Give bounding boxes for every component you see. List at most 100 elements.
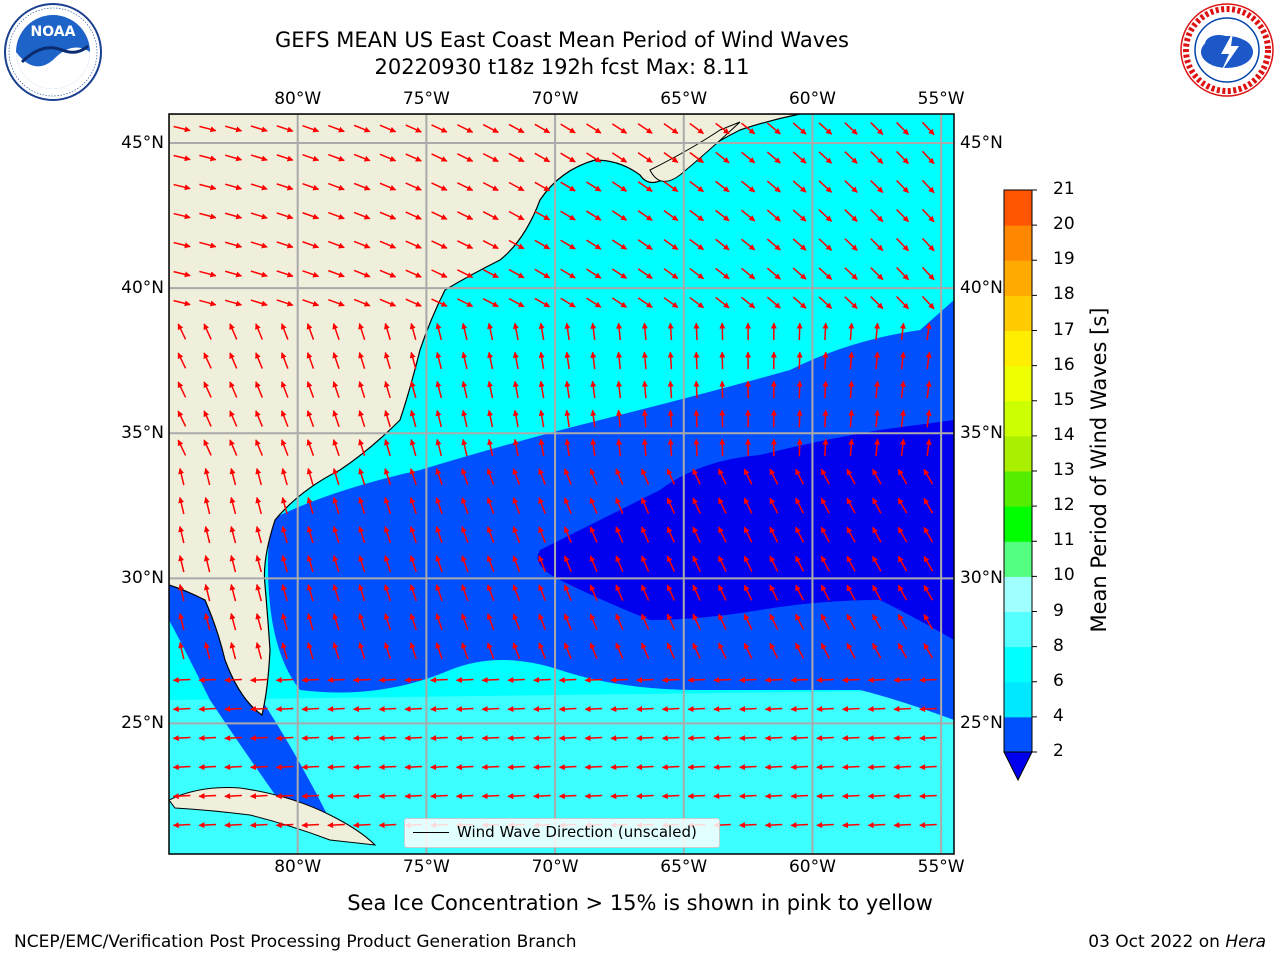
wave-direction-arrow [250, 125, 268, 133]
wave-direction-arrow [666, 584, 676, 601]
wave-direction-arrow [276, 183, 294, 191]
wave-direction-arrow [306, 439, 315, 456]
wave-direction-arrow [584, 764, 603, 771]
wave-direction-arrow [332, 526, 340, 544]
wave-direction-arrow [404, 677, 423, 684]
wave-direction-arrow [641, 526, 650, 543]
wave-direction-arrow [795, 613, 805, 630]
wave-direction-arrow [589, 555, 598, 572]
wave-direction-arrow [301, 822, 320, 829]
wave-direction-arrow [276, 241, 294, 249]
wave-direction-arrow [379, 269, 397, 278]
wave-direction-arrow [302, 124, 320, 133]
colorbar-tick-label: 17 [1053, 319, 1075, 340]
wave-direction-arrow [255, 352, 263, 369]
wave-direction-arrow [430, 735, 448, 742]
wave-direction-arrow [741, 122, 756, 135]
wave-direction-arrow [378, 677, 397, 684]
wave-direction-arrow [173, 299, 191, 307]
wave-direction-arrow [249, 793, 268, 800]
wave-direction-arrow [820, 555, 830, 572]
wave-direction-arrow [534, 181, 551, 192]
wave-direction-arrow [172, 677, 191, 684]
wave-direction-arrow [641, 438, 648, 457]
wave-direction-arrow [718, 468, 727, 485]
wave-direction-arrow [431, 269, 448, 278]
wave-direction-arrow [173, 154, 191, 162]
wave-direction-arrow [306, 642, 314, 660]
wave-direction-arrow [611, 152, 628, 163]
wave-direction-arrow [564, 409, 571, 428]
wave-direction-arrow [409, 380, 417, 399]
wave-direction-arrow [848, 351, 855, 370]
wave-direction-arrow [250, 212, 268, 220]
wave-direction-arrow [455, 793, 474, 800]
wave-direction-arrow [641, 584, 650, 601]
wave-direction-arrow [353, 124, 371, 133]
wave-direction-arrow [818, 267, 833, 280]
wave-direction-arrow [586, 297, 602, 308]
wave-direction-arrow [663, 181, 679, 193]
wave-direction-arrow [383, 468, 392, 486]
wave-direction-arrow [538, 438, 545, 457]
wave-direction-arrow [589, 497, 598, 514]
wave-direction-arrow [841, 735, 860, 742]
wave-direction-arrow [822, 438, 829, 457]
lon-tick-label: 60°W [788, 89, 836, 109]
wave-direction-arrow [435, 322, 443, 341]
wave-direction-arrow [667, 380, 674, 399]
wave-direction-arrow [820, 642, 830, 659]
lon-tick-label: 70°W [531, 89, 579, 109]
wave-direction-arrow [177, 323, 187, 340]
wave-direction-arrow [508, 268, 525, 279]
wave-direction-arrow [199, 241, 217, 249]
wave-direction-arrow [611, 181, 628, 192]
wave-direction-arrow [533, 706, 551, 713]
wave-direction-arrow [844, 209, 858, 222]
colorbar-tick-label: 21 [1053, 179, 1075, 199]
wave-direction-arrow [430, 677, 448, 684]
wave-direction-arrow [715, 238, 730, 251]
wave-direction-arrow [560, 123, 576, 134]
wave-direction-arrow [435, 380, 443, 399]
wave-direction-arrow [378, 822, 397, 829]
field-light-band [169, 690, 954, 854]
wave-direction-arrow [461, 526, 469, 544]
wave-direction-arrow [250, 154, 268, 162]
wave-direction-arrow [280, 381, 289, 398]
wave-direction-arrow [512, 322, 519, 341]
wave-direction-arrow [328, 298, 345, 307]
wave-direction-arrow [353, 298, 371, 307]
wave-direction-arrow [486, 642, 495, 660]
wave-direction-arrow [766, 296, 781, 309]
wave-direction-arrow [925, 322, 932, 341]
colorbar-tick-label: 16 [1053, 354, 1075, 375]
wave-direction-arrow [846, 584, 856, 601]
wave-direction-arrow [590, 351, 597, 370]
wave-direction-arrow [820, 497, 830, 514]
wave-direction-arrow [741, 296, 756, 309]
wave-direction-arrow [457, 182, 474, 191]
wave-direction-arrow [636, 706, 654, 713]
wave-direction-arrow [713, 706, 731, 713]
wave-direction-arrow [846, 642, 856, 659]
wave-direction-arrow [589, 584, 598, 601]
wave-direction-arrow [332, 642, 340, 660]
wave-direction-arrow [713, 677, 731, 684]
wave-direction-arrow [816, 822, 834, 829]
wave-direction-arrow [538, 526, 546, 543]
lon-tick-label: 75°W [402, 89, 450, 109]
wave-direction-arrow [641, 613, 650, 630]
wave-direction-arrow [844, 122, 858, 135]
wave-direction-arrow [611, 210, 628, 221]
wave-direction-arrow [431, 240, 448, 249]
wave-direction-arrow [921, 208, 935, 223]
wave-direction-arrow [896, 121, 909, 136]
wave-direction-arrow [867, 677, 886, 684]
lon-tick-label: 55°W [917, 89, 965, 109]
wave-direction-arrow [921, 150, 935, 165]
wave-direction-arrow [689, 296, 704, 309]
wave-direction-arrow [328, 211, 345, 220]
wave-direction-arrow [718, 526, 727, 543]
wave-direction-arrow [534, 297, 551, 308]
